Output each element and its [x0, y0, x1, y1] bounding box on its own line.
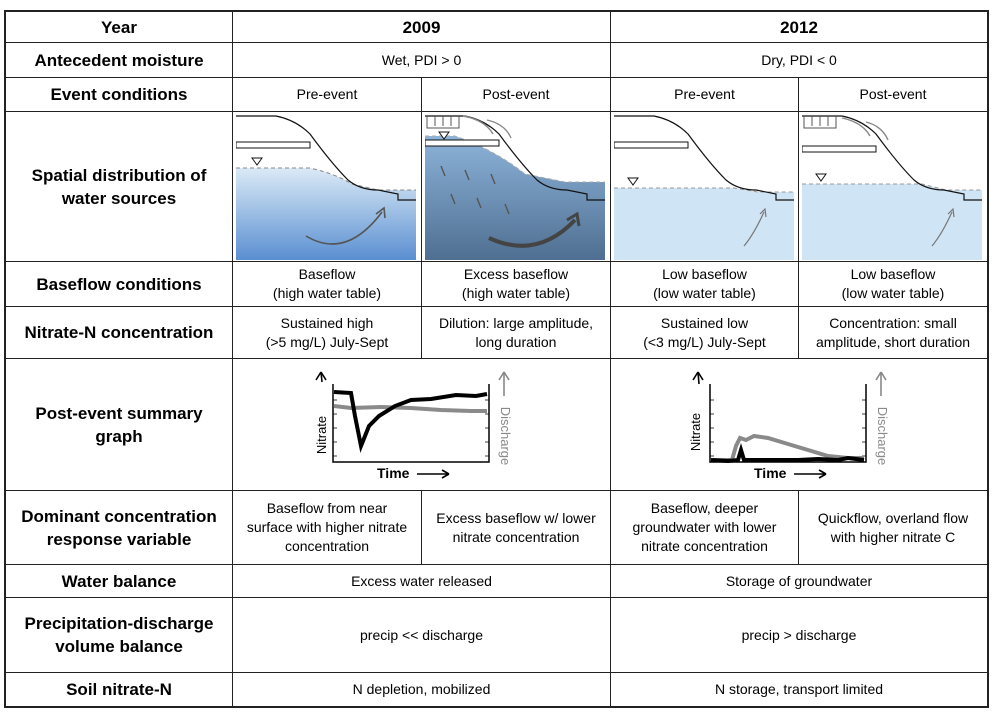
graph-discharge-label: Discharge — [875, 407, 888, 466]
nitrate-axis-arrow-icon — [692, 371, 704, 385]
row-label-spatial-distribution: Spatial distribution of water sources — [31, 165, 207, 208]
row-label-dominant-response: Dominant concentration response variable — [21, 506, 217, 549]
graph-nitrate-label: Nitrate — [314, 416, 329, 454]
graph-time-label: Time — [754, 465, 787, 480]
nitrate-2009-pre: Sustained high (>5 mg/L) July-Sept — [265, 314, 389, 350]
nitrate-axis-arrow-icon — [315, 371, 327, 383]
graph-nitrate-label: Nitrate — [688, 413, 703, 451]
nitrate-2012-pre: Sustained low (<3 mg/L) July-Sept — [643, 314, 766, 350]
hillslope-diagram-2012-pre — [614, 114, 794, 260]
grid-line — [4, 490, 989, 491]
year-2012-header: 2012 — [780, 17, 818, 37]
graph-discharge-label: Discharge — [498, 407, 511, 466]
event-2009-post: Post-event — [482, 86, 550, 102]
discharge-series-line — [333, 404, 487, 413]
antecedent-2009: Wet, PDI > 0 — [381, 51, 462, 68]
time-axis-arrow-icon — [417, 469, 450, 479]
nitrate-2012-post: Concentration: small amplitude, short du… — [815, 314, 971, 350]
hillslope-diagram-2009-pre — [236, 114, 416, 260]
water-table-marker-icon — [251, 157, 263, 166]
hillslope-diagram-2009-post — [425, 114, 605, 260]
grid-line — [4, 42, 989, 43]
soil-nitrate-2009: N depletion, mobilized — [352, 681, 491, 697]
event-2012-post: Post-event — [859, 86, 927, 102]
water-table-marker-icon — [627, 177, 639, 186]
row-label-year: Year — [101, 17, 137, 37]
graph-time-label: Time — [377, 465, 410, 480]
grid-line — [421, 77, 422, 358]
volume-balance-2012: precip > discharge — [741, 626, 857, 643]
row-label-antecedent-moisture: Antecedent moisture — [34, 50, 204, 70]
baseflow-2009-post: Excess baseflow (high water table) — [461, 266, 571, 301]
nitrate-2009-post: Dilution: large amplitude, long duration — [438, 314, 594, 350]
grid-line — [610, 10, 611, 708]
summary-graph-2012: Nitrate Discharge Time — [688, 371, 888, 480]
grid-line — [232, 10, 233, 708]
row-label-event-conditions: Event conditions — [50, 85, 188, 104]
volume-balance-2009: precip << discharge — [360, 626, 483, 643]
nitrate-series-line — [333, 390, 488, 453]
water-table-marker-icon — [438, 131, 450, 140]
discharge-axis-arrow-icon — [498, 371, 510, 396]
grid-line — [4, 10, 989, 12]
water-balance-2012: Storage of groundwater — [725, 572, 873, 589]
grid-line — [4, 111, 989, 112]
nitrate-series-line — [710, 443, 865, 464]
water-balance-2009: Excess water released — [351, 572, 492, 589]
dominant-2012-post: Quickflow, overland flow with higher nit… — [817, 509, 969, 545]
baseflow-2012-pre: Low baseflow (low water table) — [653, 266, 756, 301]
dominant-2012-pre: Baseflow, deeper groundwater with lower … — [632, 500, 777, 554]
grid-line — [421, 490, 422, 564]
grid-line — [4, 672, 989, 673]
grid-line — [798, 490, 799, 564]
row-label-water-balance: Water balance — [61, 571, 177, 591]
event-2012-pre: Pre-event — [674, 86, 735, 102]
row-label-nitrate-concentration: Nitrate-N concentration — [24, 323, 214, 342]
grid-line — [4, 597, 989, 598]
water-table-marker-icon — [815, 173, 827, 182]
grid-line — [4, 261, 989, 262]
row-label-baseflow-conditions: Baseflow conditions — [36, 274, 202, 294]
time-axis-arrow-icon — [794, 469, 827, 479]
soil-nitrate-2012: N storage, transport limited — [714, 681, 884, 697]
grid-line — [798, 77, 799, 358]
baseflow-2009-pre: Baseflow (high water table) — [272, 266, 382, 301]
grid-line — [4, 77, 989, 78]
dominant-2009-post: Excess baseflow w/ lower nitrate concent… — [436, 509, 596, 545]
grid-line — [4, 706, 989, 708]
grid-line — [4, 10, 6, 708]
row-label-volume-balance: Precipitation-discharge volume balance — [24, 614, 214, 656]
baseflow-2012-post: Low baseflow (low water table) — [841, 266, 945, 301]
grid-line — [4, 564, 989, 565]
row-label-summary-graph: Post-event summary graph — [35, 403, 203, 446]
dominant-2009-pre: Baseflow from near surface with higher n… — [246, 500, 408, 554]
row-label-soil-nitrate: Soil nitrate-N — [66, 680, 172, 699]
summary-graph-2009: Nitrate Discharge Time — [314, 371, 511, 480]
discharge-series-line — [711, 433, 864, 462]
discharge-axis-arrow-icon — [875, 371, 887, 396]
grid-line — [4, 306, 989, 307]
year-2009-header: 2009 — [402, 17, 441, 37]
antecedent-2012: Dry, PDI < 0 — [761, 51, 837, 68]
event-2009-pre: Pre-event — [296, 86, 358, 102]
grid-line — [987, 10, 989, 708]
grid-line — [4, 358, 989, 359]
hillslope-diagram-2012-post — [802, 114, 982, 260]
